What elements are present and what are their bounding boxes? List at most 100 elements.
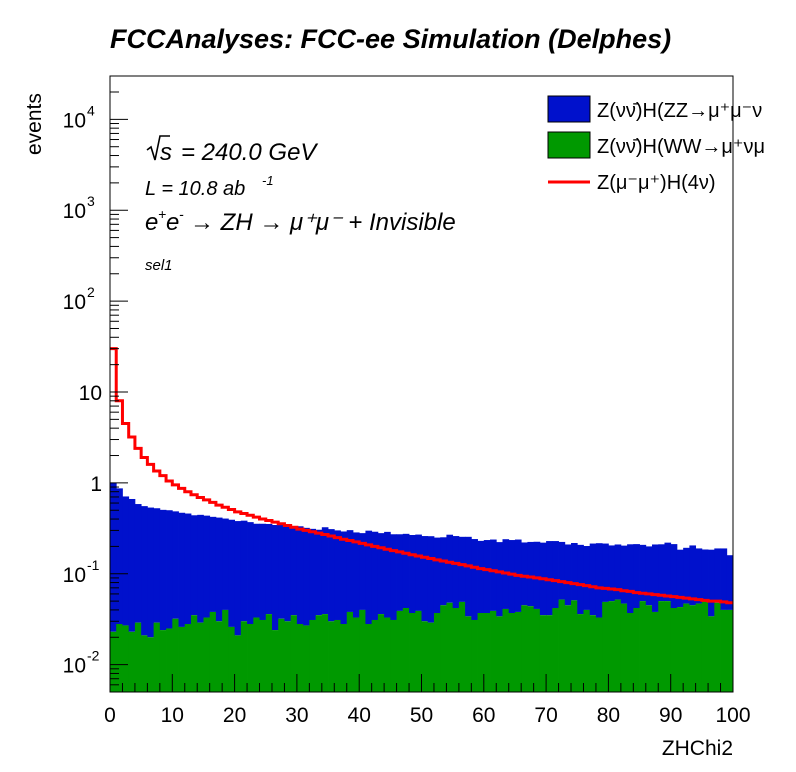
bar-ww-bin (147, 637, 155, 692)
bar-zz-bin (627, 544, 634, 614)
bar-ww-bin (514, 611, 522, 692)
bar-ww-bin (465, 616, 472, 692)
bar-ww-bin (209, 611, 217, 692)
bar-zz-bin (352, 532, 360, 618)
bar-zz-bin (645, 546, 653, 606)
bar-ww-bin (508, 613, 516, 692)
bar-zz-bin (427, 536, 435, 623)
bar-ww-bin (290, 615, 298, 692)
bar-zz-bin (726, 555, 734, 610)
bar-zz-bin (377, 533, 385, 615)
bar-ww-bin (714, 602, 721, 692)
x-tick-label: 50 (410, 704, 433, 727)
bar-ww-bin (234, 635, 242, 692)
bar-ww-bin (334, 619, 341, 692)
bar-zz-bin (265, 523, 273, 615)
bar-ww-bin (477, 613, 485, 692)
bar-zz-bin (240, 520, 248, 622)
bar-ww-bin (190, 615, 198, 692)
bar-zz-bin (608, 545, 616, 602)
x-tick-label: 10 (161, 704, 184, 727)
bar-zz-bin (340, 531, 348, 625)
bar-ww-bin (122, 625, 130, 692)
bar-zz-bin (564, 544, 572, 606)
bar-ww-bin (166, 628, 173, 692)
bar-ww-bin (321, 614, 329, 692)
bar-zz-bin (234, 521, 242, 636)
legend-swatch-ww (547, 131, 591, 159)
bar-zz-bin (209, 516, 217, 612)
bar-zz-bin (683, 547, 690, 604)
bar-ww-bin (159, 630, 167, 692)
bar-ww-bin (446, 602, 454, 692)
bar-ww-bin (483, 613, 491, 692)
bar-zz-bin (315, 529, 323, 616)
bar-ww-bin (315, 615, 323, 692)
bar-ww-bin (676, 607, 684, 692)
y-tick-base: 10 (79, 382, 102, 405)
bar-zz-bin (670, 544, 678, 609)
bar-zz-bin (359, 533, 366, 610)
bar-zz-bin (134, 504, 142, 623)
bar-ww-bin (527, 606, 535, 692)
y-tick-label: 10 4 (63, 102, 95, 132)
y-tick-base: 10 (63, 291, 86, 314)
bar-ww-bin (240, 621, 248, 692)
bar-ww-bin (546, 615, 553, 692)
bar-zz-bin (440, 537, 447, 606)
process-e-plus: e (145, 209, 158, 236)
bar-zz-bin (658, 544, 665, 602)
bar-ww-bin (359, 609, 366, 692)
bar-zz-bin (259, 523, 267, 620)
bar-ww-bin (128, 631, 136, 692)
bar-ww-bin (228, 626, 235, 692)
bar-zz-bin (521, 542, 528, 606)
bar-ww-bin (296, 624, 304, 692)
bar-ww-bin (396, 610, 404, 692)
bar-zz-bin (477, 540, 485, 614)
y-tick-base: 10 (63, 655, 86, 678)
bar-zz-bin (446, 534, 454, 603)
chart-title: FCCAnalyses: FCC-ee Simulation (Delphes) (110, 24, 671, 54)
bar-zz-bin (271, 524, 279, 631)
bar-ww-bin (265, 614, 273, 692)
bar-ww-bin (222, 609, 229, 692)
bar-ww-bin (153, 622, 161, 692)
process-plus-sup: + (158, 206, 166, 222)
x-tick-label: 0 (104, 704, 116, 727)
bar-ww-bin (689, 605, 697, 692)
bar-zz-bin (465, 536, 472, 617)
legend-swatch-zz (547, 95, 591, 123)
bar-zz-bin (639, 544, 647, 602)
bar-ww-bin (203, 617, 211, 692)
process-minus-sup: - (179, 206, 184, 222)
bar-ww-bin (116, 624, 123, 692)
bar-zz-bin (402, 533, 410, 609)
x-tick-label: 30 (285, 704, 308, 727)
bar-zz-bin (384, 531, 391, 618)
bar-ww-bin (384, 617, 391, 692)
bar-zz-bin (110, 482, 117, 632)
y-tick-base: 10 (63, 109, 86, 132)
bar-ww-bin (259, 619, 267, 692)
y-tick-label: 10 -1 (63, 557, 100, 587)
bar-ww-bin (639, 601, 647, 692)
bar-zz-bin (433, 537, 441, 614)
y-tick-exponent: 2 (87, 284, 95, 300)
bar-zz-bin (284, 526, 292, 622)
bar-ww-bin (708, 616, 715, 692)
bar-ww-bin (652, 611, 659, 692)
bar-ww-bin (589, 615, 597, 692)
bar-zz-bin (508, 540, 516, 614)
bar-ww-bin (197, 622, 204, 692)
bar-zz-bin (714, 548, 721, 603)
y-tick-exponent: 3 (87, 193, 95, 209)
bar-zz-bin (190, 515, 198, 616)
bar-ww-bin (571, 600, 578, 692)
bar-ww-bin (390, 619, 397, 692)
y-tick-base: 10 (63, 200, 86, 223)
bar-zz-bin (490, 539, 497, 611)
bar-zz-bin (496, 542, 503, 617)
bar-zz-bin (122, 496, 130, 626)
